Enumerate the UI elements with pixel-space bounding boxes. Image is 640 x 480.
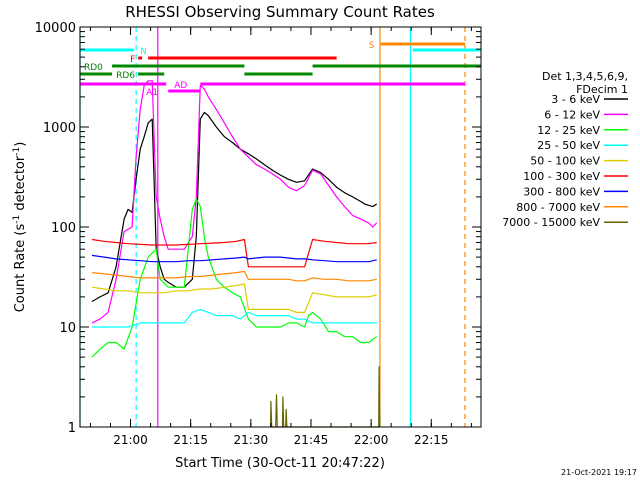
x-tick-label: 21:45 (294, 433, 329, 447)
y-tick-label: 10000 (35, 21, 76, 36)
legend-label-300-800-kev: 300 - 800 keV (523, 185, 600, 198)
legend-label-6-12-kev: 6 - 12 keV (544, 108, 600, 121)
series-line-12-25-kev (91, 198, 378, 358)
legend-label-100-300-kev: 100 - 300 keV (523, 170, 600, 183)
y-tick-label: 1000 (43, 121, 76, 136)
y-tick-label: 100 (51, 221, 76, 236)
y-axis-label: Count Rate (s-1 detector-1) (12, 142, 28, 313)
x-tick-label: 22:15 (414, 433, 449, 447)
y-tick-label: 1 (68, 421, 76, 436)
series-line-50-100-kev (91, 283, 377, 313)
flag-label-ad: AD (174, 81, 187, 91)
series-line-800-7000-kev (91, 270, 377, 282)
legend-label-3-6-kev: 3 - 6 keV (551, 93, 600, 106)
legend-label-50-100-kev: 50 - 100 keV (530, 155, 600, 168)
x-tick-label: 21:00 (113, 433, 148, 447)
series-line-3-6-kev (91, 111, 378, 303)
flag-label-rd6: RD6 (116, 71, 135, 81)
x-tick-label: 22:00 (354, 433, 389, 447)
x-tick-label: 21:30 (234, 433, 269, 447)
series-line-6-12-kev (91, 80, 378, 324)
flag-label-f: F (130, 55, 135, 65)
legend-header-1: FDecim 1 (576, 83, 628, 96)
legend-label-7000-15000-kev: 7000 - 15000 keV (502, 216, 600, 229)
series-line-100-300-kev (91, 238, 377, 268)
legend-label-800-7000-kev: 800 - 7000 keV (516, 201, 600, 214)
flag-label-rd0: RD0 (84, 63, 103, 73)
series-line-300-800-kev (91, 254, 377, 263)
flag-label-n: N (140, 47, 147, 57)
footer-date: 21-Oct-2021 19:17 (561, 468, 637, 477)
x-axis-label: Start Time (30-Oct-11 20:47:22) (175, 456, 385, 471)
legend-label-25-50-kev: 25 - 50 keV (537, 139, 600, 152)
legend-label-12-25-kev: 12 - 25 keV (537, 124, 600, 137)
chart-title: RHESSI Observing Summary Count Rates (125, 3, 435, 21)
y-tick-label: 10 (59, 321, 76, 336)
legend-header-0: Det 1,3,4,5,6,9, (542, 70, 628, 83)
flag-label-s: S (369, 41, 375, 51)
flag-label-a1: A1 (146, 88, 158, 98)
x-tick-label: 21:15 (173, 433, 208, 447)
series-line-25-50-kev (92, 308, 377, 328)
